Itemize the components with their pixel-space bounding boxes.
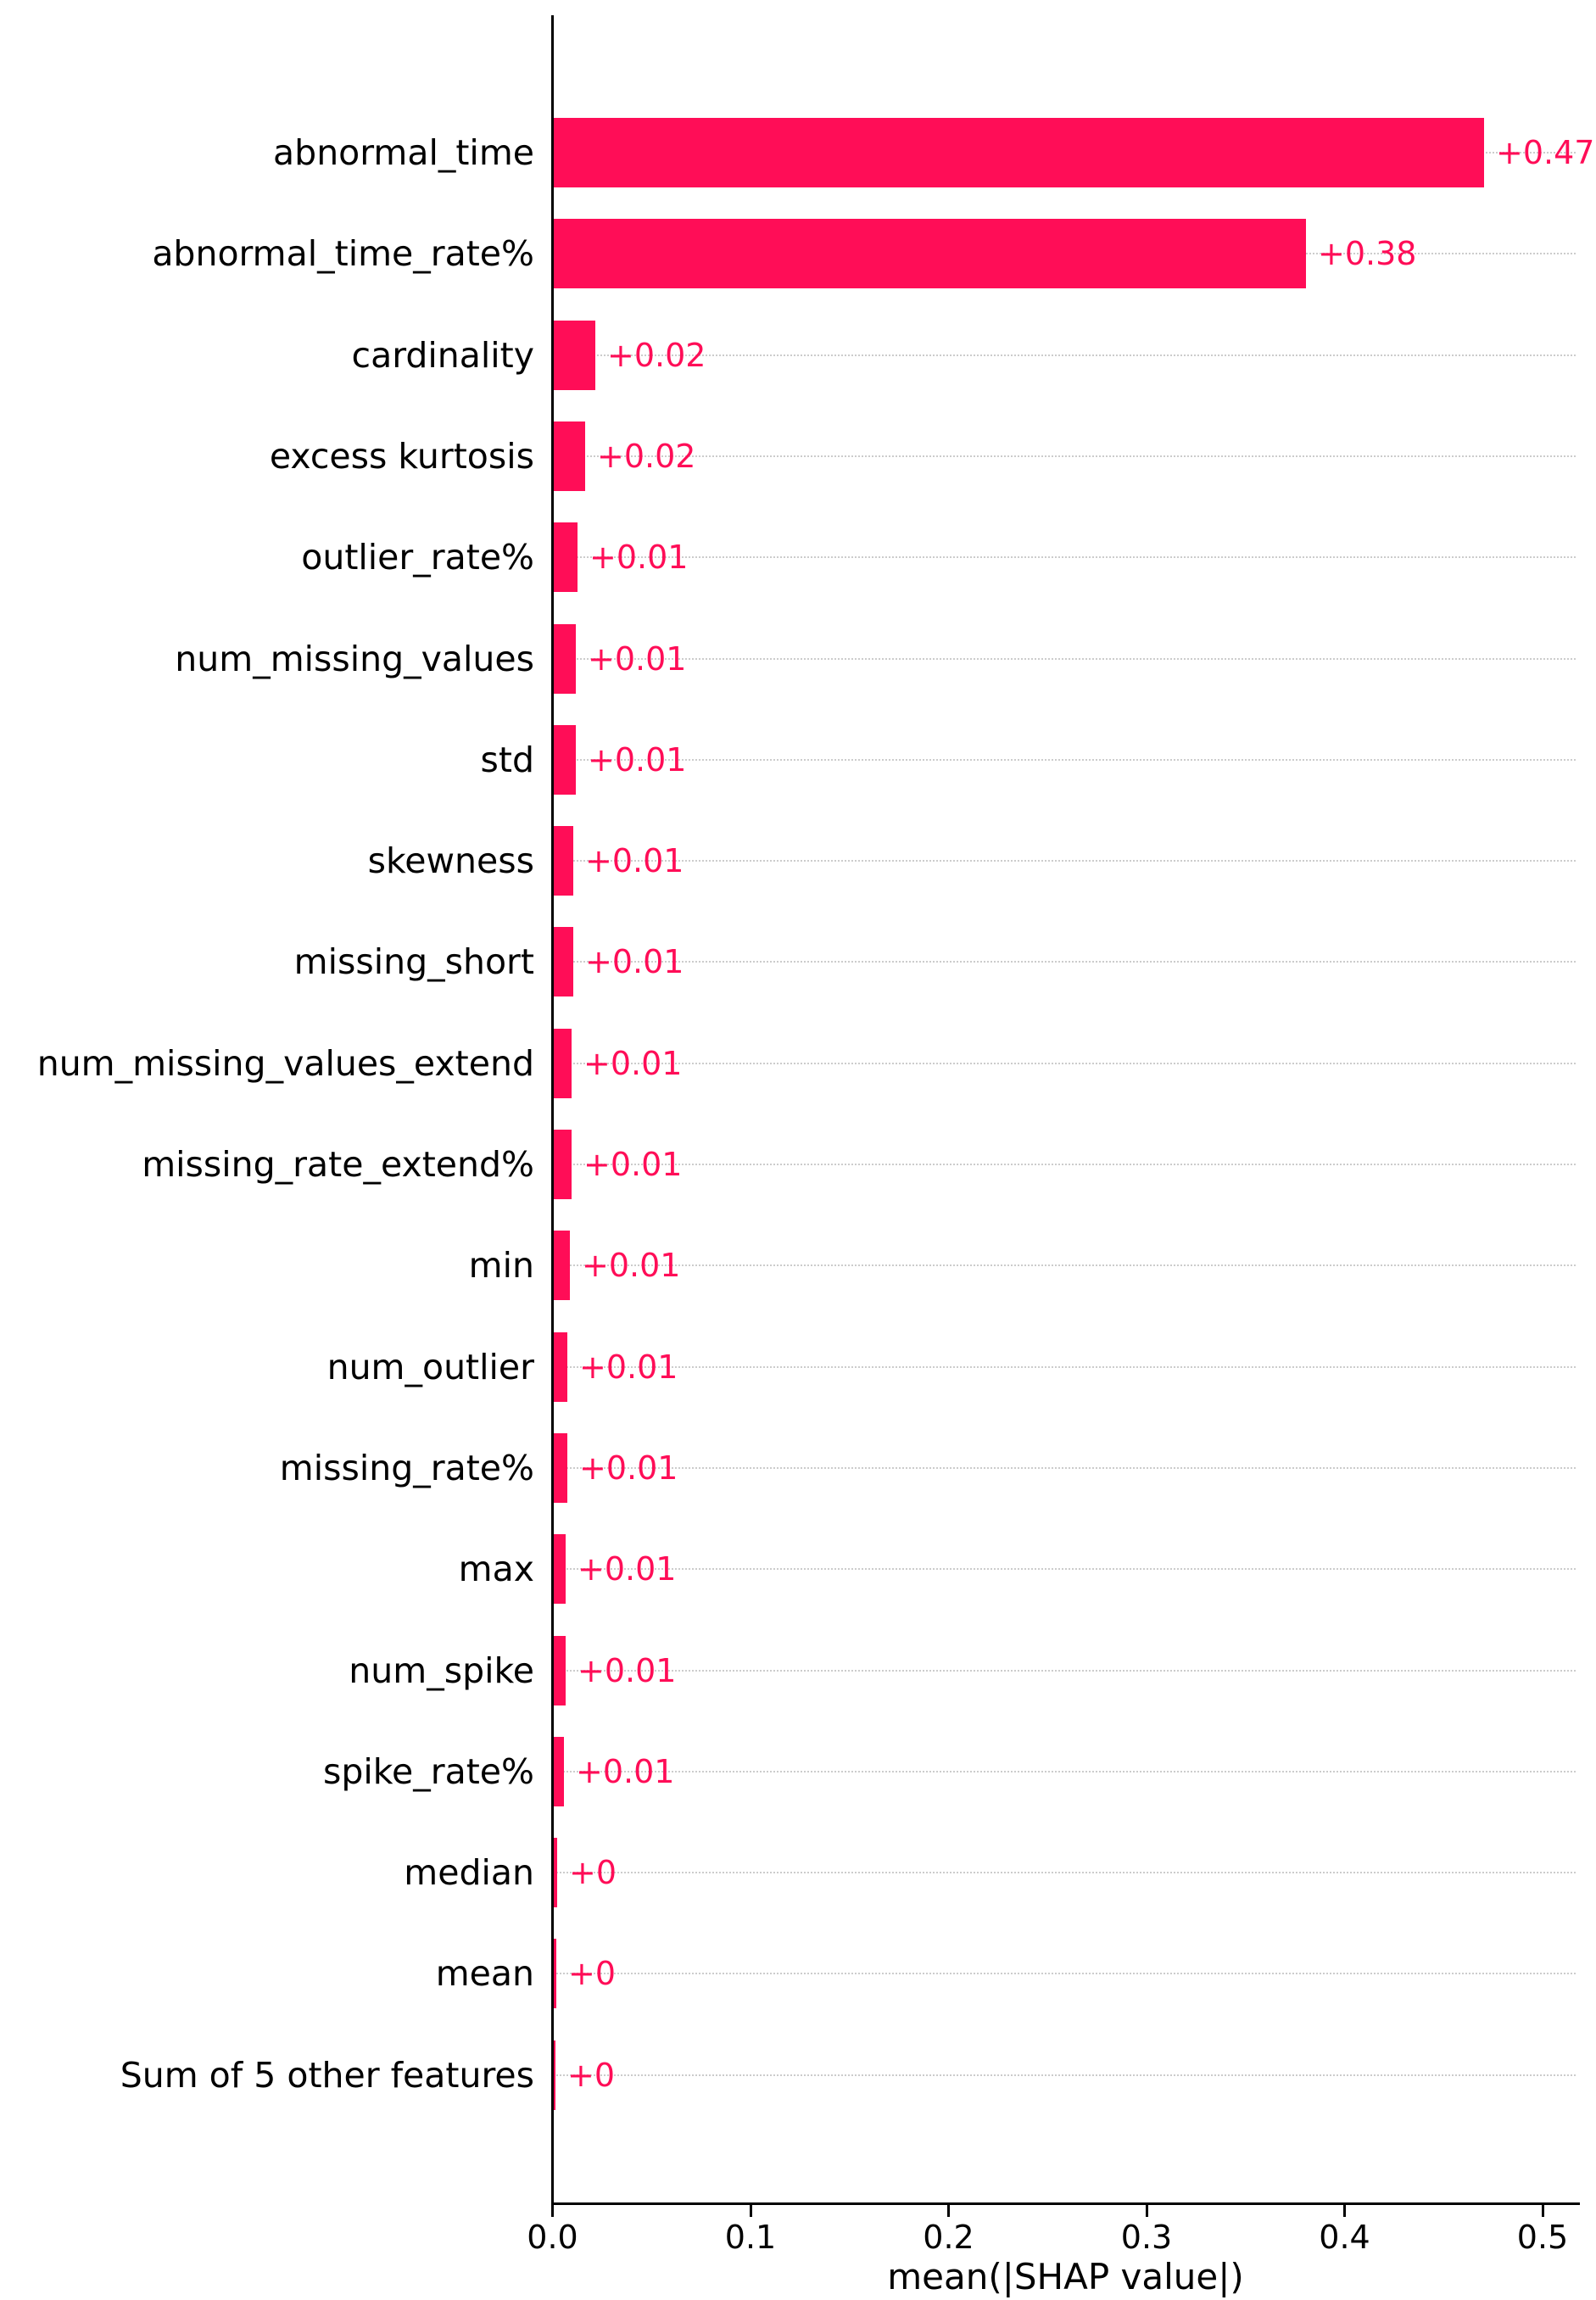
feature-label: missing_rate% bbox=[279, 1447, 534, 1488]
shap-bar bbox=[554, 2040, 555, 2110]
shap-bar bbox=[554, 421, 585, 491]
feature-label: cardinality bbox=[351, 334, 534, 376]
gridline bbox=[554, 1770, 1576, 1772]
shap-bar bbox=[554, 219, 1306, 289]
shap-bar bbox=[554, 1231, 570, 1301]
gridline bbox=[554, 1164, 1576, 1165]
shap-bar bbox=[554, 1331, 567, 1402]
feature-label: abnormal_time_rate% bbox=[152, 233, 534, 275]
shap-bar bbox=[554, 1736, 564, 1806]
value-label: +0.38 bbox=[1318, 235, 1417, 273]
shap-bar bbox=[554, 1635, 566, 1705]
x-tick-label: 0.4 bbox=[1319, 2219, 1370, 2256]
value-label: +0.01 bbox=[583, 1146, 683, 1183]
value-label: +0.01 bbox=[589, 539, 689, 577]
gridline bbox=[554, 2074, 1576, 2076]
gridline bbox=[554, 1466, 1576, 1469]
gridline bbox=[554, 1568, 1576, 1571]
shap-bar bbox=[554, 320, 595, 390]
feature-label: num_outlier bbox=[326, 1346, 534, 1387]
value-label: +0.01 bbox=[585, 943, 684, 981]
gridline bbox=[554, 1062, 1576, 1064]
x-tick-mark bbox=[749, 2205, 752, 2217]
value-label: +0 bbox=[569, 1854, 617, 1892]
value-label: +0.01 bbox=[588, 639, 687, 678]
value-label: +0.01 bbox=[583, 1044, 683, 1082]
gridline bbox=[554, 1365, 1576, 1368]
x-tick-label: 0.1 bbox=[724, 2219, 777, 2256]
feature-label: missing_short bbox=[293, 941, 534, 983]
feature-label: mean bbox=[435, 1953, 534, 1995]
x-tick-mark bbox=[1343, 2205, 1346, 2217]
feature-label: spike_rate% bbox=[322, 1750, 534, 1792]
gridline bbox=[554, 758, 1576, 761]
shap-bar bbox=[554, 1939, 556, 2009]
feature-label: num_missing_values bbox=[175, 638, 534, 679]
feature-label: max bbox=[458, 1549, 534, 1590]
value-label: +0.01 bbox=[578, 1651, 677, 1689]
feature-label: excess kurtosis bbox=[269, 435, 534, 477]
feature-label: std bbox=[480, 739, 534, 780]
x-tick-label: 0.3 bbox=[1120, 2219, 1173, 2256]
gridline bbox=[554, 657, 1576, 660]
value-label: +0.01 bbox=[585, 842, 684, 880]
shap-bar bbox=[554, 522, 578, 593]
x-tick-mark bbox=[947, 2205, 950, 2217]
feature-label: num_spike bbox=[349, 1650, 534, 1691]
feature-label: skewness bbox=[367, 840, 534, 882]
feature-label: median bbox=[404, 1852, 534, 1894]
gridline bbox=[554, 1669, 1576, 1672]
gridline bbox=[554, 556, 1576, 559]
value-label: +0 bbox=[568, 1955, 617, 1993]
x-tick-label: 0.5 bbox=[1516, 2219, 1569, 2256]
feature-label: missing_rate_extend% bbox=[142, 1144, 534, 1185]
shap-bar bbox=[554, 826, 573, 896]
x-tick-mark bbox=[551, 2205, 554, 2217]
shap-bar bbox=[554, 1534, 566, 1605]
x-tick-label: 0.2 bbox=[923, 2219, 974, 2256]
x-tick-label: 0.0 bbox=[527, 2219, 578, 2256]
shap-bar bbox=[554, 118, 1484, 187]
gridline bbox=[554, 961, 1576, 963]
feature-label: abnormal_time bbox=[273, 132, 534, 173]
value-label: +0.02 bbox=[597, 437, 696, 475]
value-label: +0.01 bbox=[582, 1247, 681, 1285]
value-label: +0.01 bbox=[579, 1449, 678, 1487]
value-label: +0.02 bbox=[607, 336, 706, 374]
shap-bar bbox=[554, 724, 576, 795]
x-axis-title: mean(|SHAP value|) bbox=[887, 2256, 1244, 2297]
value-label: +0 bbox=[567, 2056, 616, 2094]
shap-bar bbox=[554, 1432, 567, 1503]
x-tick-mark bbox=[1541, 2205, 1544, 2217]
gridline bbox=[554, 1264, 1576, 1267]
gridline bbox=[554, 1872, 1576, 1874]
feature-label: Sum of 5 other features bbox=[120, 2054, 534, 2096]
shap-bar bbox=[554, 1130, 572, 1199]
value-label: +0.47 bbox=[1496, 134, 1595, 171]
value-label: +0.01 bbox=[578, 1550, 677, 1588]
gridline bbox=[554, 455, 1576, 457]
value-label: +0.01 bbox=[588, 740, 687, 779]
x-axis-line bbox=[551, 2202, 1580, 2205]
feature-label: num_missing_values_extend bbox=[36, 1042, 534, 1084]
x-tick-mark bbox=[1145, 2205, 1148, 2217]
value-label: +0.01 bbox=[579, 1348, 678, 1386]
gridline bbox=[554, 1973, 1576, 1975]
shap-bar bbox=[554, 1838, 557, 1908]
shap-bar bbox=[554, 623, 576, 694]
feature-label: outlier_rate% bbox=[301, 537, 534, 578]
gridline bbox=[554, 860, 1576, 862]
y-axis-line bbox=[551, 15, 554, 2205]
feature-label: min bbox=[468, 1245, 534, 1287]
shap-bar bbox=[554, 927, 573, 997]
shap-bar bbox=[554, 1028, 572, 1098]
gridline bbox=[554, 354, 1576, 356]
value-label: +0.01 bbox=[576, 1752, 675, 1790]
